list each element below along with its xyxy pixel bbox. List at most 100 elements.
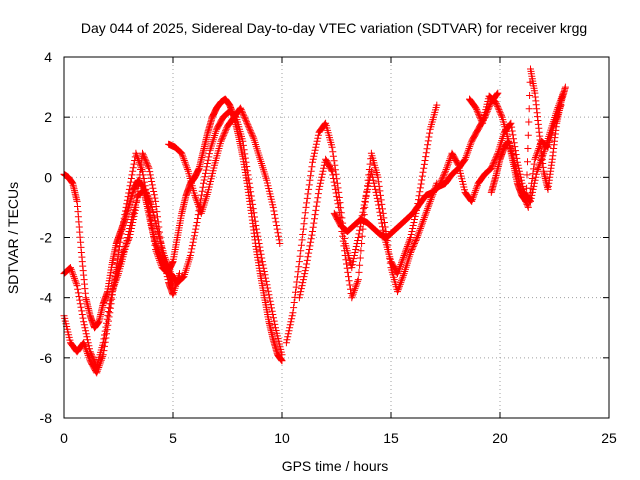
x-tick-label: 15 <box>383 430 399 446</box>
data-point <box>191 228 199 236</box>
data-point <box>415 230 422 238</box>
data-point <box>93 367 101 375</box>
data-point <box>296 252 304 260</box>
data-point <box>316 179 324 187</box>
data-point <box>191 191 199 199</box>
data-point <box>271 211 279 219</box>
data-point <box>314 194 322 202</box>
data-point <box>363 187 371 195</box>
data-point <box>103 315 111 323</box>
data-point <box>241 113 248 121</box>
data-point <box>536 143 543 151</box>
data-point <box>348 292 356 300</box>
data-point <box>408 246 416 253</box>
data-point <box>398 259 405 267</box>
data-point <box>258 258 266 266</box>
data-point <box>219 133 227 141</box>
data-point <box>329 175 337 182</box>
data-point <box>108 288 116 296</box>
data-point <box>104 311 112 319</box>
x-tick-label: 25 <box>601 430 617 446</box>
data-point <box>410 219 418 226</box>
data-point <box>103 319 110 327</box>
data-point <box>248 196 256 204</box>
data-point <box>116 243 124 250</box>
data-point <box>86 348 94 356</box>
data-point <box>399 255 407 263</box>
data-point <box>93 369 101 377</box>
data-point <box>534 148 541 156</box>
data-point <box>439 173 447 181</box>
data-point <box>309 158 316 166</box>
data-point <box>73 282 81 290</box>
data-point <box>521 196 529 204</box>
data-point <box>498 112 505 120</box>
data-point <box>136 171 144 179</box>
data-point <box>286 324 294 332</box>
data-point <box>493 90 501 98</box>
data-point <box>487 164 495 172</box>
data-point <box>297 288 305 296</box>
data-point <box>454 160 462 168</box>
data-point <box>330 178 338 186</box>
data-point <box>178 149 186 157</box>
data-point <box>445 158 453 166</box>
data-point <box>187 248 195 256</box>
data-point <box>398 277 405 285</box>
data-point <box>526 92 534 99</box>
data-point <box>409 244 417 252</box>
data-point <box>246 127 254 135</box>
data-point <box>552 116 560 124</box>
data-point <box>284 330 292 338</box>
data-point <box>311 215 318 223</box>
data-point <box>314 131 322 139</box>
data-point <box>273 225 281 233</box>
x-tick-label: 0 <box>60 430 68 446</box>
data-point <box>110 282 118 290</box>
data-point <box>140 154 148 162</box>
data-point <box>142 157 150 165</box>
data-point <box>488 163 496 171</box>
data-point <box>162 255 170 263</box>
data-point <box>290 304 298 312</box>
data-point <box>125 228 133 235</box>
data-point <box>334 200 342 208</box>
data-point <box>526 189 534 197</box>
data-point <box>403 244 411 252</box>
data-point <box>331 182 339 190</box>
data-point <box>121 246 129 253</box>
data-point <box>192 222 200 230</box>
data-point <box>106 300 114 308</box>
data-point <box>257 250 265 258</box>
data-point <box>424 205 432 213</box>
data-point <box>255 236 262 244</box>
data-point <box>496 109 504 117</box>
data-point <box>551 117 559 125</box>
data-point <box>328 167 336 175</box>
data-point <box>139 151 147 159</box>
data-point <box>132 149 140 157</box>
data-point <box>532 152 540 160</box>
data-point <box>261 271 269 279</box>
data-point <box>394 288 401 296</box>
data-point <box>424 203 432 211</box>
data-point <box>198 187 206 195</box>
data-point <box>252 222 260 229</box>
data-point <box>146 197 154 205</box>
data-point <box>147 174 155 182</box>
data-point <box>204 156 212 164</box>
data-point <box>409 222 417 229</box>
data-point <box>537 157 545 164</box>
data-point <box>221 128 229 136</box>
data-point <box>189 238 197 246</box>
data-point <box>356 226 364 234</box>
data-point <box>438 175 446 183</box>
data-point <box>380 214 388 222</box>
data-point <box>78 307 86 315</box>
data-point <box>420 160 428 168</box>
data-point <box>283 336 291 344</box>
data-point <box>69 271 77 279</box>
data-point <box>71 276 79 284</box>
data-point <box>417 180 425 188</box>
data-point <box>423 206 431 214</box>
